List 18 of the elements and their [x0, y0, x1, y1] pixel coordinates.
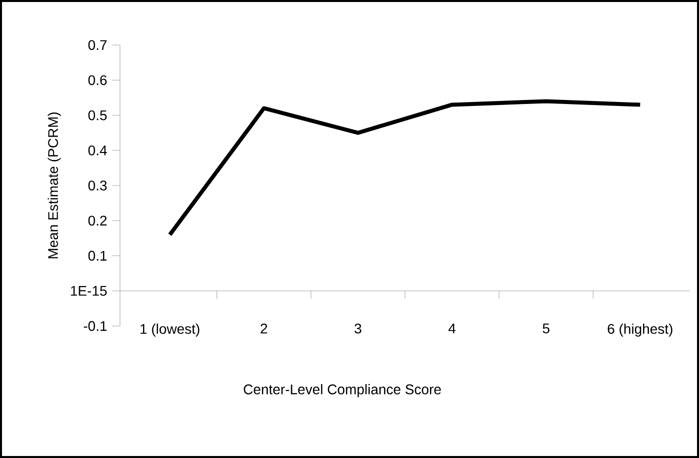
x-tick-label: 4 — [448, 324, 456, 334]
x-tick-label: 5 — [542, 324, 550, 334]
y-tick-label: 0.4 — [88, 145, 107, 156]
y-tick-label: 0.6 — [88, 75, 107, 86]
y-tick-label: 0.5 — [88, 110, 107, 120]
x-axis-title: Center-Level Compliance Score — [244, 384, 441, 398]
y-tick-label: 0.7 — [88, 40, 107, 50]
y-axis-title: Mean Estimate (PCRM) — [48, 112, 61, 258]
y-tick-label: 0.3 — [88, 180, 107, 190]
x-tick-label: 1 (lowest) — [140, 324, 200, 337]
y-tick-label: -0.1 — [84, 321, 107, 331]
y-tick-label: 1E-15 — [71, 286, 107, 296]
y-tick-label: 0.2 — [88, 216, 107, 226]
y-tick-label: 0.1 — [88, 250, 107, 261]
x-tick-label: 2 — [260, 324, 268, 334]
line-series — [168, 99, 642, 237]
x-tick-label: 6 (highest) — [608, 324, 672, 337]
x-tick-label: 3 — [354, 324, 362, 334]
